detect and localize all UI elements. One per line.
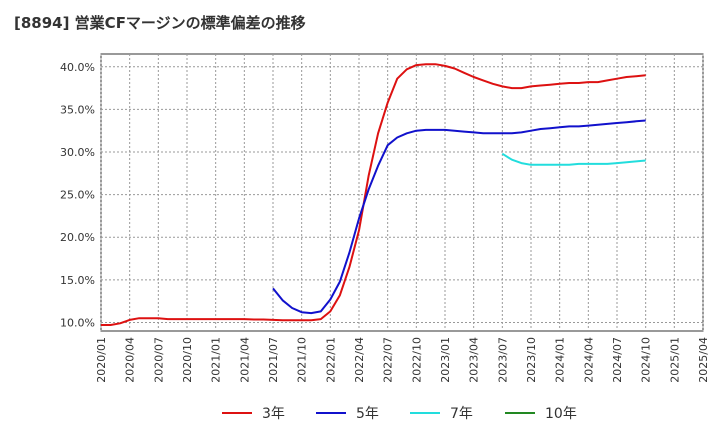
x-tick-label: 2024/10 — [640, 337, 653, 383]
y-tick-label: 30.0% — [60, 146, 95, 159]
x-tick-label: 2020/04 — [124, 337, 137, 383]
y-tick-label: 10.0% — [60, 316, 95, 329]
x-tick-label: 2021/10 — [296, 337, 309, 383]
x-tick-label: 2023/04 — [468, 337, 481, 383]
y-tick-label: 25.0% — [60, 189, 95, 202]
series-line — [101, 63, 646, 326]
x-tick-label: 2022/04 — [353, 337, 366, 383]
series-line — [501, 152, 646, 166]
x-tick-label: 2020/07 — [152, 337, 165, 383]
x-tick-label: 2021/04 — [238, 337, 251, 383]
x-tick-label: 2021/01 — [210, 337, 223, 383]
y-tick-label: 40.0% — [60, 61, 95, 74]
x-tick-label: 2022/01 — [324, 337, 337, 383]
x-tick-label: 2023/10 — [525, 337, 538, 383]
x-tick-label: 2025/01 — [668, 337, 681, 383]
series-line — [272, 119, 646, 315]
x-tick-label: 2024/04 — [582, 337, 595, 383]
x-tick-label: 2020/10 — [181, 337, 194, 383]
x-tick-label: 2022/07 — [382, 337, 395, 383]
legend-label: 7年 — [450, 406, 473, 422]
chart-title: [8894] 営業CFマージンの標準偏差の推移 — [14, 14, 306, 32]
y-tick-label: 15.0% — [60, 274, 95, 287]
x-tick-label: 2022/10 — [410, 337, 423, 383]
x-tick-label: 2024/01 — [554, 337, 567, 383]
x-tick-label: 2023/01 — [439, 337, 452, 383]
legend-label: 10年 — [545, 406, 577, 422]
plot-area — [100, 53, 704, 332]
y-tick-label: 20.0% — [60, 231, 95, 244]
legend-label: 5年 — [356, 406, 379, 422]
x-tick-label: 2024/07 — [611, 337, 624, 383]
x-tick-label: 2021/07 — [267, 337, 280, 383]
x-tick-label: 2020/01 — [95, 337, 108, 383]
x-tick-label: 2023/07 — [496, 337, 509, 383]
legend-label: 3年 — [262, 406, 285, 422]
x-tick-label: 2025/04 — [697, 337, 710, 383]
y-tick-label: 35.0% — [60, 103, 95, 116]
